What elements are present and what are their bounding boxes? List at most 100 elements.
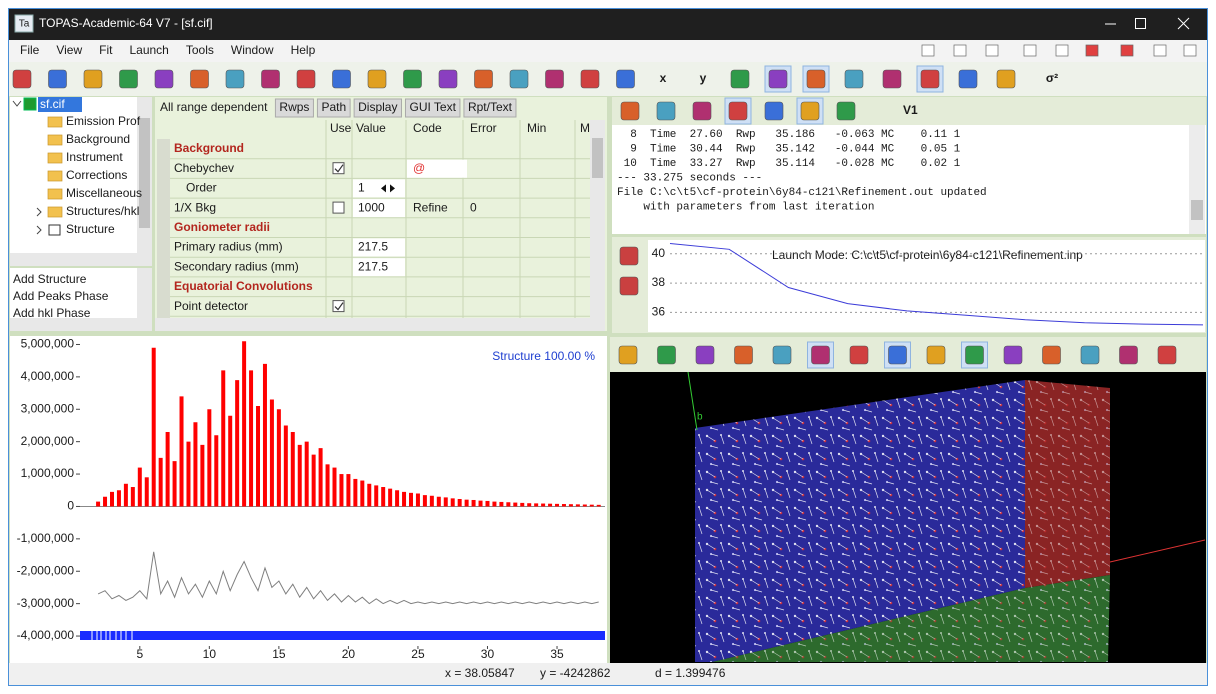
value-cell[interactable]	[353, 258, 405, 277]
tree-expander[interactable]	[36, 225, 42, 235]
console-button[interactable]	[692, 101, 712, 121]
scroll-thumb[interactable]	[1191, 200, 1203, 220]
mdi-button[interactable]	[985, 44, 999, 57]
menu-item[interactable]: Help	[291, 43, 316, 57]
toolbar-label[interactable]: x	[660, 71, 667, 85]
toolbar-button[interactable]	[225, 69, 245, 89]
spin-arrows[interactable]	[381, 184, 395, 193]
viewer-button[interactable]	[965, 345, 984, 365]
rwp-side-button[interactable]	[619, 276, 639, 296]
toolbar-button[interactable]	[768, 69, 788, 89]
console-button[interactable]	[656, 101, 676, 121]
toolbar-button[interactable]	[438, 69, 458, 89]
viewer-button[interactable]	[1119, 345, 1138, 365]
value[interactable]: 1	[358, 181, 365, 195]
toolbar-button[interactable]	[296, 69, 316, 89]
value-cell[interactable]	[353, 199, 405, 218]
toolbar-button[interactable]	[958, 69, 978, 89]
toolbar-button[interactable]	[996, 69, 1016, 89]
tab-label[interactable]: Rwps	[279, 100, 309, 114]
console-button[interactable]	[728, 101, 748, 121]
use-checkbox[interactable]	[332, 201, 345, 214]
tree-expander[interactable]	[12, 100, 22, 107]
menu-item[interactable]: View	[56, 43, 82, 57]
tab-label[interactable]: Rpt/Text	[468, 100, 513, 114]
tree-hscrollbar[interactable]	[10, 253, 152, 266]
viewer-button[interactable]	[772, 345, 792, 365]
toolbar-label[interactable]: y	[700, 71, 707, 85]
viewer-button[interactable]	[618, 345, 638, 365]
value[interactable]: 1000	[358, 200, 385, 214]
grid-hscrollbar[interactable]	[155, 318, 605, 331]
mdi-button[interactable]	[953, 44, 967, 57]
value-cell[interactable]	[353, 238, 405, 257]
column-header[interactable]: Use	[330, 121, 352, 135]
viewer-button[interactable]	[1003, 345, 1023, 365]
rwp-side-button[interactable]	[619, 246, 639, 266]
scroll-thumb[interactable]	[139, 118, 150, 228]
menu-item[interactable]: Window	[231, 43, 274, 57]
action-item[interactable]: Add hkl Phase	[13, 306, 91, 320]
column-header[interactable]: Error	[470, 121, 497, 135]
menu-item[interactable]: Tools	[186, 43, 214, 57]
tree-item[interactable]: Background	[66, 132, 130, 146]
use-checkbox[interactable]	[332, 162, 345, 175]
tree-item[interactable]: Structures/hkl	[66, 204, 139, 218]
column-header[interactable]: Code	[413, 121, 442, 135]
scroll-thumb[interactable]	[592, 138, 603, 178]
tab-label[interactable]: GUI Text	[409, 100, 456, 114]
toolbar-button[interactable]	[920, 69, 940, 89]
viewer-button[interactable]	[695, 345, 715, 365]
mdi-button[interactable]	[1085, 44, 1099, 57]
tree-item[interactable]: Structure	[66, 222, 115, 236]
viewer-button[interactable]	[657, 345, 676, 365]
tree-item[interactable]: Corrections	[66, 168, 127, 182]
mdi-button[interactable]	[921, 44, 935, 57]
viewer-button[interactable]	[811, 345, 830, 365]
column-header[interactable]: Value	[356, 121, 386, 135]
value[interactable]: 217.5	[358, 259, 388, 273]
toolbar-button[interactable]	[580, 69, 600, 89]
code[interactable]: Refine	[413, 200, 448, 214]
mdi-button[interactable]	[1153, 44, 1167, 57]
mdi-button[interactable]	[1055, 44, 1069, 57]
viewer-button[interactable]	[734, 345, 753, 365]
tree-root[interactable]: sf.cif	[40, 97, 65, 111]
tree-item[interactable]: Miscellaneous	[66, 186, 142, 200]
viewer-button[interactable]	[1042, 345, 1061, 365]
mdi-button[interactable]	[1120, 44, 1134, 57]
toolbar-button[interactable]	[844, 69, 864, 89]
menu-item[interactable]: File	[20, 43, 40, 57]
tab-button[interactable]	[353, 98, 402, 118]
tree-item[interactable]: Instrument	[66, 150, 123, 164]
toolbar-button[interactable]	[545, 69, 564, 89]
actions-hscrollbar[interactable]	[10, 318, 152, 331]
column-header[interactable]: M	[580, 121, 590, 135]
toolbar-button[interactable]	[882, 69, 902, 89]
mdi-button[interactable]	[1183, 44, 1197, 57]
menu-item[interactable]: Launch	[129, 43, 168, 57]
console-button[interactable]	[764, 101, 784, 121]
viewer-button[interactable]	[1157, 345, 1177, 365]
use-checkbox[interactable]	[332, 300, 345, 313]
value[interactable]: 217.5	[358, 240, 388, 254]
toolbar-button[interactable]	[474, 69, 493, 89]
viewer-button[interactable]	[849, 345, 869, 365]
menu-item[interactable]: Fit	[99, 43, 113, 57]
value-cell[interactable]	[353, 179, 405, 198]
toolbar-button[interactable]	[616, 69, 635, 89]
console-button[interactable]	[620, 101, 640, 121]
console-button[interactable]	[836, 101, 856, 121]
toolbar-button[interactable]	[12, 69, 32, 89]
toolbar-button[interactable]	[730, 69, 750, 89]
toolbar-button[interactable]	[509, 69, 529, 89]
viewer-button[interactable]	[888, 345, 907, 365]
viewer-button[interactable]	[926, 345, 946, 365]
tab-button[interactable]	[404, 98, 461, 118]
toolbar-button[interactable]	[154, 69, 174, 89]
toolbar-button[interactable]	[48, 69, 67, 89]
column-header[interactable]: Min	[527, 121, 546, 135]
toolbar-button[interactable]	[83, 69, 103, 89]
tab-button[interactable]	[463, 98, 517, 118]
code-cell[interactable]	[407, 159, 467, 178]
